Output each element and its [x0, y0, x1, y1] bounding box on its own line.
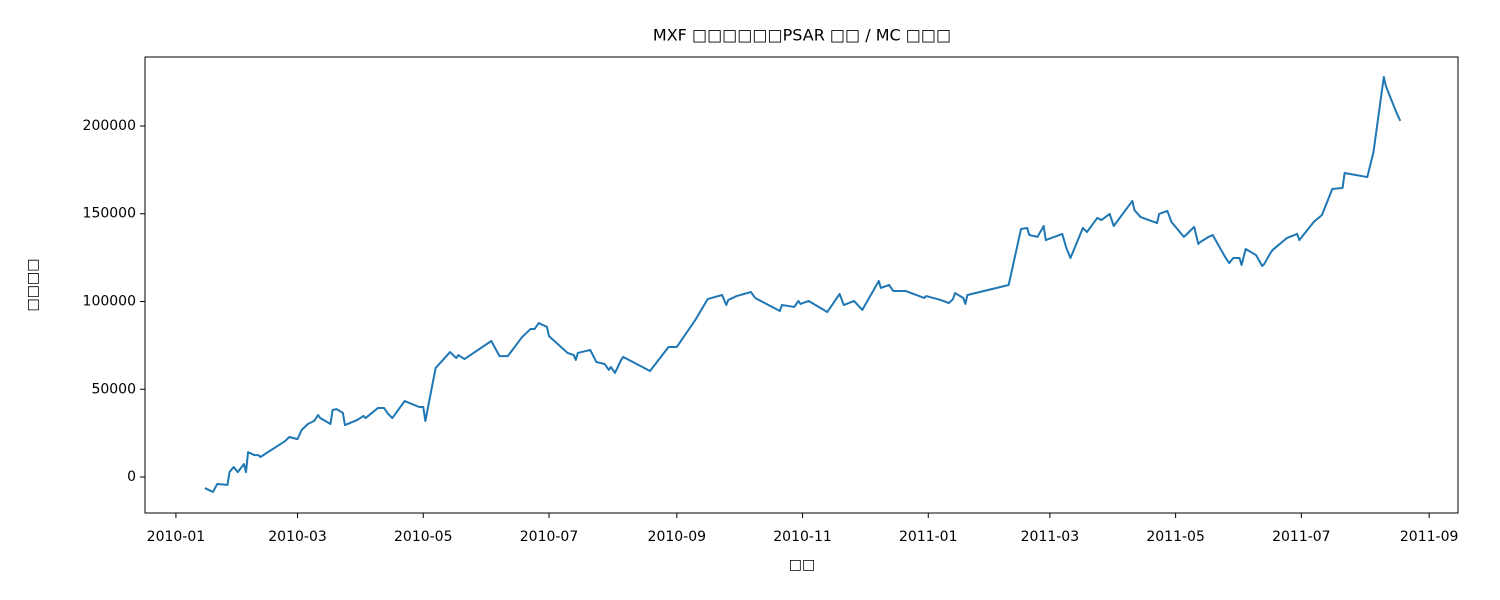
chart-title: MXF □□□□□□PSAR □□ / MC □□□ [653, 26, 951, 45]
y-tick-label: 200000 [83, 118, 136, 134]
plot-frame [144, 56, 1459, 514]
x-tick-label: 2011-07 [1272, 529, 1331, 545]
x-tick-label: 2011-03 [1021, 529, 1080, 545]
x-tick-label: 2010-11 [773, 529, 832, 545]
x-tick-label: 2011-05 [1146, 529, 1205, 545]
y-tick-label: 150000 [83, 206, 136, 222]
x-tick-label: 2010-07 [520, 529, 579, 545]
x-tick-label: 2010-01 [147, 529, 206, 545]
x-tick-label: 2011-09 [1400, 529, 1459, 545]
x-tick-label: 2010-09 [648, 529, 707, 545]
y-tick-label: 100000 [83, 293, 136, 309]
x-tick-label: 2011-01 [899, 529, 958, 545]
y-axis-label: □□□□ [25, 259, 41, 312]
y-tick-label: 0 [127, 469, 136, 485]
x-tick-label: 2010-03 [268, 529, 327, 545]
y-tick-label: 50000 [91, 381, 136, 397]
x-tick-label: 2010-05 [394, 529, 453, 545]
x-axis-label: □□ [789, 557, 815, 573]
data-line [204, 76, 1402, 493]
